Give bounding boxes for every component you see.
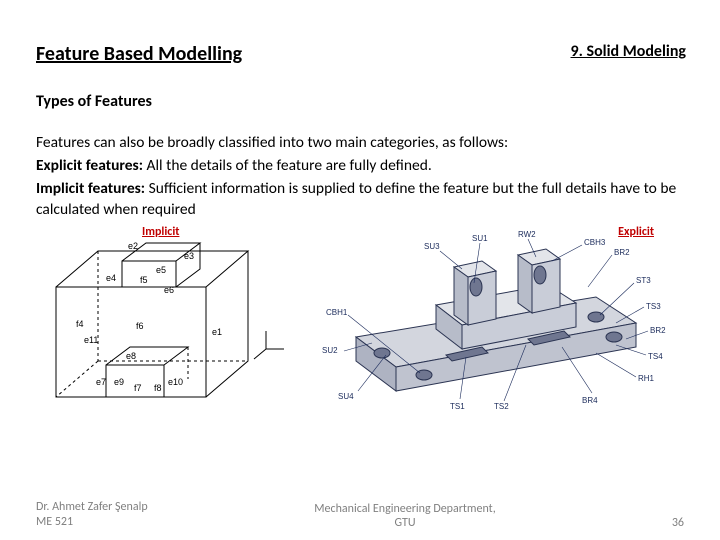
- callout-br2-top: BR2: [614, 248, 630, 257]
- callout-st3: ST3: [636, 276, 651, 285]
- callout-rh1: RH1: [638, 374, 655, 383]
- footer-dept: Mechanical Engineering Department, GTU: [186, 502, 624, 530]
- callout-ts2: TS2: [494, 402, 509, 411]
- edge-e6: e6: [164, 285, 174, 295]
- slide-footer: Dr. Ahmet Zafer Şenalp ME 521 Mechanical…: [0, 500, 720, 530]
- section-subheading: Types of Features: [0, 66, 720, 111]
- text-explicit-rest: All the details of the feature are fully…: [143, 156, 432, 175]
- edge-e5: e5: [156, 265, 166, 275]
- paragraph-explicit: Explicit features: All the details of th…: [36, 156, 686, 177]
- callout-su4: SU4: [338, 392, 354, 401]
- callout-cbh3: CBH3: [584, 238, 606, 247]
- footer-author-name: Dr. Ahmet Zafer Şenalp: [36, 500, 186, 515]
- callout-su2: SU2: [322, 346, 338, 355]
- callout-br2: BR2: [650, 326, 666, 335]
- figure-area: Implicit Explicit: [36, 225, 684, 413]
- edge-e9: e9: [114, 377, 124, 387]
- face-f8: f8: [154, 383, 162, 393]
- face-f5: f5: [140, 275, 148, 285]
- implicit-diagram: e2 e3 e5 e4 e6 e1 e11 e8 e7 e9 e10 f4 f5…: [36, 239, 286, 411]
- edge-e4: e4: [106, 273, 116, 283]
- footer-dept-line1: Mechanical Engineering Department,: [186, 502, 624, 516]
- bold-implicit: Implicit features:: [36, 179, 145, 198]
- edge-e1: e1: [212, 327, 222, 337]
- footer-course: ME 521: [36, 515, 186, 530]
- bold-explicit: Explicit features:: [36, 156, 143, 175]
- footer-page-number: 36: [624, 516, 684, 530]
- edge-e2: e2: [128, 241, 138, 251]
- callout-cbh1: CBH1: [326, 308, 348, 317]
- edge-e3: e3: [184, 251, 194, 261]
- edge-e8: e8: [126, 351, 136, 361]
- figure-label-implicit: Implicit: [142, 225, 179, 239]
- footer-author: Dr. Ahmet Zafer Şenalp ME 521: [36, 500, 186, 530]
- callout-su1: SU1: [472, 234, 488, 243]
- callout-ts3: TS3: [646, 302, 661, 311]
- explicit-diagram: SU3 SU1 RW2 CBH3 BR2 ST3 TS3 BR2 TS4 RH1…: [296, 227, 680, 411]
- page-title-left: Feature Based Modelling: [36, 42, 242, 66]
- callout-rw2: RW2: [518, 230, 536, 239]
- body-text: Features can also be broadly classified …: [0, 111, 720, 221]
- page-title-right: 9. Solid Modeling: [571, 42, 686, 61]
- edge-e11: e11: [84, 335, 98, 345]
- edge-e7: e7: [96, 377, 106, 387]
- face-f4: f4: [76, 319, 84, 329]
- callout-su3: SU3: [424, 242, 440, 251]
- paragraph-intro: Features can also be broadly classified …: [36, 133, 686, 154]
- callout-ts4: TS4: [648, 352, 663, 361]
- footer-dept-line2: GTU: [186, 516, 624, 530]
- callout-ts1: TS1: [450, 402, 465, 411]
- face-f7: f7: [134, 383, 142, 393]
- paragraph-implicit: Implicit features: Sufficient informatio…: [36, 179, 686, 221]
- callout-br4: BR4: [582, 396, 598, 405]
- face-f6: f6: [136, 321, 144, 331]
- edge-e10: e10: [168, 377, 183, 387]
